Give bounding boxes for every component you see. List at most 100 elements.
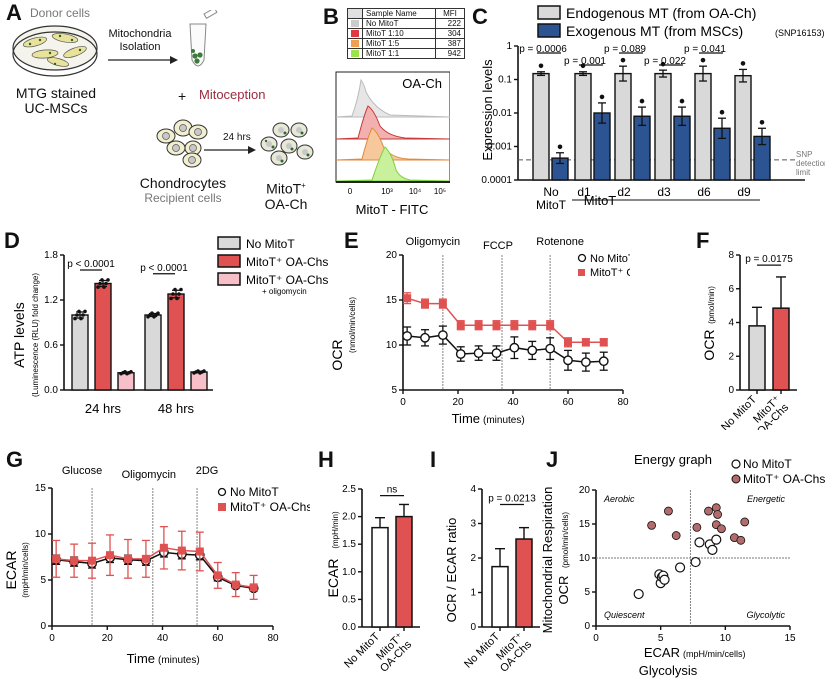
f-pvalue-label: p = 0.0175 xyxy=(745,254,793,265)
j-point-no-mitot xyxy=(694,537,705,548)
j-point-mitot xyxy=(671,531,681,540)
c-xtick-label: d6 xyxy=(697,185,711,199)
g-marker-square xyxy=(106,551,115,560)
panel-letter-c: C xyxy=(472,4,488,29)
g-xtick-label: 40 xyxy=(157,633,169,644)
j-ytick-label: 5 xyxy=(584,587,590,598)
g-legend-marker-circle xyxy=(217,487,227,497)
g-marker-square xyxy=(231,580,240,589)
hist-mitot-1-10 xyxy=(335,105,450,140)
e-marker-square xyxy=(510,321,519,330)
g-marker-square xyxy=(70,556,79,565)
recipient-label: Recipient cells xyxy=(144,191,222,205)
c-bar xyxy=(734,74,752,181)
c-xtick-label: d9 xyxy=(737,185,751,199)
g-xlabel: Time xyxy=(127,651,155,666)
arrow-right-icon xyxy=(108,56,178,64)
d-datapoint xyxy=(100,278,104,282)
isolation-label-line1: Mitochondria xyxy=(108,28,172,40)
j-point-mitot xyxy=(692,523,702,532)
h-pvalue-label: ns xyxy=(387,485,398,496)
d-datapoint xyxy=(177,292,181,296)
j-point-mitot xyxy=(713,510,722,519)
legend-label-exogenous-suffix: (SNP16153) xyxy=(775,28,825,38)
h-bar xyxy=(371,526,389,628)
e-marker-circle xyxy=(527,345,538,356)
d-datapoint xyxy=(173,287,177,292)
e-marker-square xyxy=(528,321,537,330)
h-xtick-label: No MitoT xyxy=(342,630,382,670)
hist-xtick: 10⁵ xyxy=(434,187,446,196)
panel-letter-i: I xyxy=(430,447,437,472)
c-group-label: MitoT xyxy=(584,193,617,208)
g-xlabel-sub: (minutes) xyxy=(158,655,200,666)
g-marker-square xyxy=(123,554,132,563)
mfi-table: Sample Name MFI No MitoT 222 MitoT 1:10 30… xyxy=(347,8,465,59)
c-bar xyxy=(574,72,592,181)
panel-letter-d: D xyxy=(4,228,20,253)
j-point-no-mitot xyxy=(659,574,670,585)
c-xtick-label: No xyxy=(543,185,559,199)
c-datapoint xyxy=(759,119,765,125)
c-datapoint xyxy=(700,57,706,63)
d-bar xyxy=(94,282,112,391)
c-bar xyxy=(694,72,712,181)
e-marker-circle xyxy=(402,331,413,341)
g-marker-square xyxy=(213,571,222,580)
e-xlabel: Time xyxy=(452,411,480,426)
d-ylabel: ATP levels xyxy=(11,302,27,368)
j-point-mitot xyxy=(736,535,746,545)
legend-label: MitoT⁺ OA-Chs xyxy=(246,255,328,269)
h-ytick-label: 0.0 xyxy=(342,622,356,633)
f-bar xyxy=(748,325,766,391)
legend-label-endogenous: Endogenous MT (from OA-Ch) xyxy=(566,5,756,21)
g-ytick-label: 5 xyxy=(40,575,46,586)
e-marker-circle xyxy=(437,330,448,341)
chart-e: OCR (nmol/min/cells) 5 10 15 20 0 20 40 60 80 Oli… xyxy=(330,236,630,426)
result-label-sup: + xyxy=(301,181,306,190)
h-ytick-label: 0.5 xyxy=(342,594,356,605)
d-datapoint xyxy=(75,313,79,317)
j-xlabel: ECAR xyxy=(644,645,680,660)
swatch-header xyxy=(347,8,363,19)
d-datapoint xyxy=(96,285,100,289)
g-xtick-label: 0 xyxy=(49,633,55,644)
c-threshold-label-2: detection xyxy=(796,159,825,168)
c-datapoint xyxy=(538,63,544,69)
f-bar xyxy=(772,307,790,391)
c-datapoint xyxy=(719,109,725,115)
i-xtick-label: No MitoT xyxy=(462,630,502,670)
d-datapoint xyxy=(150,311,154,315)
j-point-mitot xyxy=(704,506,713,516)
chondro-label: Chondrocytes Recipient cells xyxy=(133,176,233,206)
mitoception-label: Mitoception xyxy=(199,87,266,102)
h-ylabel: ECAR xyxy=(325,559,341,598)
legend-label: No MitoT xyxy=(743,457,792,471)
j-xlabel-sub: (mpH/min/cells) xyxy=(683,649,746,659)
c-datapoint xyxy=(679,98,685,104)
e-injection-label: Oligomycin xyxy=(406,236,460,248)
j-point-no-mitot xyxy=(674,562,686,573)
g-ytick-label: 10 xyxy=(35,529,47,540)
e-xtick-label: 0 xyxy=(400,397,406,408)
hist-mitot-1-5 xyxy=(335,127,450,161)
e-ytick-label: 5 xyxy=(391,385,397,396)
j-ytick-label: 0 xyxy=(584,621,590,632)
i-pvalue-label: p = 0.0213 xyxy=(488,494,536,505)
d-bar xyxy=(190,371,208,391)
g-injection-label: Oligomycin xyxy=(122,469,176,481)
i-ytick-label: 1 xyxy=(470,588,476,599)
tube-icon xyxy=(189,10,218,67)
d-ytick-label: 1.8 xyxy=(44,250,58,261)
d-datapoint xyxy=(156,311,160,315)
e-marker-circle xyxy=(563,355,573,366)
j-point-no-mitot xyxy=(707,544,718,555)
legend-label: MitoT⁺ OA-Chs xyxy=(246,273,328,287)
e-marker-circle xyxy=(491,348,502,359)
d-datapoint xyxy=(83,309,87,314)
mitot-cells-icon xyxy=(260,122,314,166)
d-datapoint xyxy=(81,313,85,317)
e-marker-square xyxy=(403,294,412,303)
c-pvalue: p = 0.0006 xyxy=(519,44,567,55)
